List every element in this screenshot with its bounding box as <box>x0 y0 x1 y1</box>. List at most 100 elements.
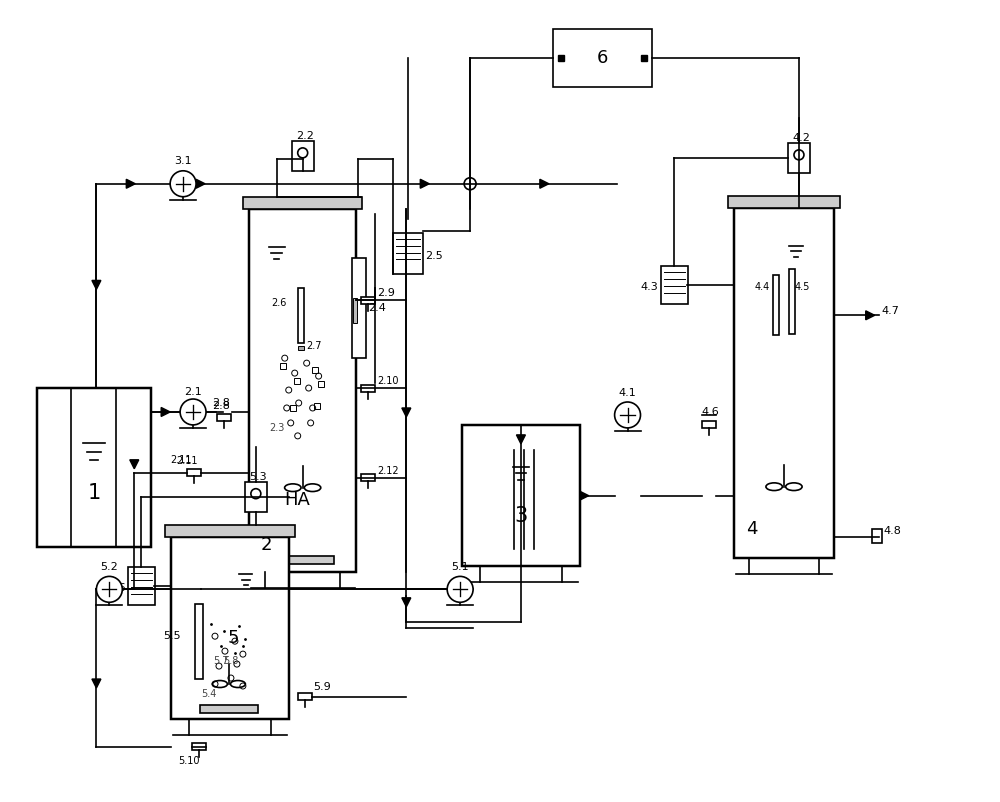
Text: 5.8: 5.8 <box>223 656 238 666</box>
Text: 4.8: 4.8 <box>884 525 902 536</box>
Bar <box>872 529 882 542</box>
Ellipse shape <box>786 483 802 491</box>
Bar <box>200 705 258 713</box>
Text: 2.4: 2.4 <box>368 303 386 314</box>
Text: 4.4: 4.4 <box>755 282 770 293</box>
Bar <box>171 537 289 719</box>
Text: 2.8: 2.8 <box>212 398 230 408</box>
Bar <box>773 275 779 335</box>
Bar <box>187 469 201 476</box>
Bar <box>294 378 300 384</box>
Bar <box>314 403 320 409</box>
Polygon shape <box>540 180 549 188</box>
Text: 4.5: 4.5 <box>795 282 810 293</box>
Bar <box>361 474 375 481</box>
Bar <box>128 568 155 606</box>
Text: 2.12: 2.12 <box>377 466 399 476</box>
Text: 2.8: 2.8 <box>212 401 230 411</box>
Bar <box>661 266 688 304</box>
Text: 5.10: 5.10 <box>178 755 200 766</box>
Text: 4.6: 4.6 <box>701 407 719 417</box>
Text: 6: 6 <box>597 49 608 67</box>
Bar <box>280 363 286 369</box>
Bar <box>353 298 357 323</box>
Bar <box>788 143 810 172</box>
Text: 4.7: 4.7 <box>882 306 900 316</box>
Circle shape <box>180 399 206 425</box>
Circle shape <box>298 148 308 158</box>
Bar <box>217 415 231 421</box>
Bar <box>245 482 267 512</box>
Text: 2.1: 2.1 <box>184 387 202 397</box>
Circle shape <box>794 150 804 160</box>
Bar <box>361 297 375 304</box>
Bar <box>249 209 356 573</box>
Bar <box>272 557 334 565</box>
Bar <box>789 269 795 334</box>
Polygon shape <box>161 407 170 416</box>
Ellipse shape <box>230 681 245 687</box>
Circle shape <box>464 178 476 190</box>
Text: 4.2: 4.2 <box>792 133 810 143</box>
Polygon shape <box>92 281 101 290</box>
Text: 2.11: 2.11 <box>176 456 198 466</box>
Text: 2.5: 2.5 <box>425 250 443 261</box>
Bar <box>195 604 203 679</box>
Bar <box>165 525 295 537</box>
Text: 2.6: 2.6 <box>271 298 287 308</box>
Bar <box>728 196 840 208</box>
Bar <box>298 289 304 343</box>
Text: 5.2: 5.2 <box>100 562 118 573</box>
Bar <box>352 258 366 358</box>
Ellipse shape <box>766 483 782 491</box>
Polygon shape <box>516 435 525 444</box>
Polygon shape <box>92 679 101 688</box>
Bar <box>298 694 312 700</box>
Bar <box>292 141 314 171</box>
Text: 2.11: 2.11 <box>170 455 192 465</box>
Text: 2.2: 2.2 <box>296 131 314 141</box>
Text: HA: HA <box>284 491 310 508</box>
Polygon shape <box>126 180 135 188</box>
Polygon shape <box>580 491 589 500</box>
Circle shape <box>447 577 473 602</box>
Circle shape <box>615 402 641 428</box>
Circle shape <box>251 488 261 499</box>
Text: 3: 3 <box>514 505 528 525</box>
Bar <box>243 196 362 209</box>
Ellipse shape <box>212 681 227 687</box>
Text: 5.9: 5.9 <box>314 682 331 692</box>
Bar <box>318 381 324 387</box>
Text: 2.7: 2.7 <box>307 341 322 351</box>
Text: 5.3: 5.3 <box>249 472 267 482</box>
Text: 3.1: 3.1 <box>174 156 192 166</box>
Bar <box>192 743 206 751</box>
Polygon shape <box>196 180 205 188</box>
Ellipse shape <box>285 484 301 492</box>
Bar <box>37 388 151 548</box>
Text: 5.1: 5.1 <box>451 562 469 573</box>
Polygon shape <box>420 180 429 188</box>
Bar <box>462 425 580 566</box>
Bar <box>312 367 318 373</box>
Bar <box>298 346 304 350</box>
Bar <box>361 384 375 391</box>
Text: 4: 4 <box>746 520 758 537</box>
Text: 5.7: 5.7 <box>213 656 228 666</box>
Text: 2.3: 2.3 <box>269 423 284 433</box>
Polygon shape <box>402 408 411 417</box>
Text: 5.5: 5.5 <box>163 631 181 641</box>
Bar <box>702 421 716 428</box>
Circle shape <box>170 171 196 196</box>
Ellipse shape <box>304 484 321 492</box>
Polygon shape <box>130 460 139 468</box>
Circle shape <box>96 577 122 602</box>
Text: 2.9: 2.9 <box>377 289 395 298</box>
Polygon shape <box>402 597 411 607</box>
Polygon shape <box>866 311 875 320</box>
Bar <box>290 405 296 411</box>
Text: 4.1: 4.1 <box>619 388 636 398</box>
Text: 5.4: 5.4 <box>201 689 217 699</box>
Text: 2.10: 2.10 <box>377 376 399 386</box>
Bar <box>553 30 652 87</box>
